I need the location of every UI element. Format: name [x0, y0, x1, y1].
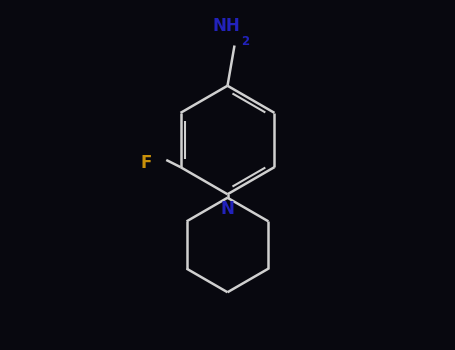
Text: 2: 2 [242, 35, 250, 48]
Text: N: N [221, 199, 234, 217]
Text: F: F [141, 154, 152, 172]
Text: NH: NH [212, 17, 240, 35]
